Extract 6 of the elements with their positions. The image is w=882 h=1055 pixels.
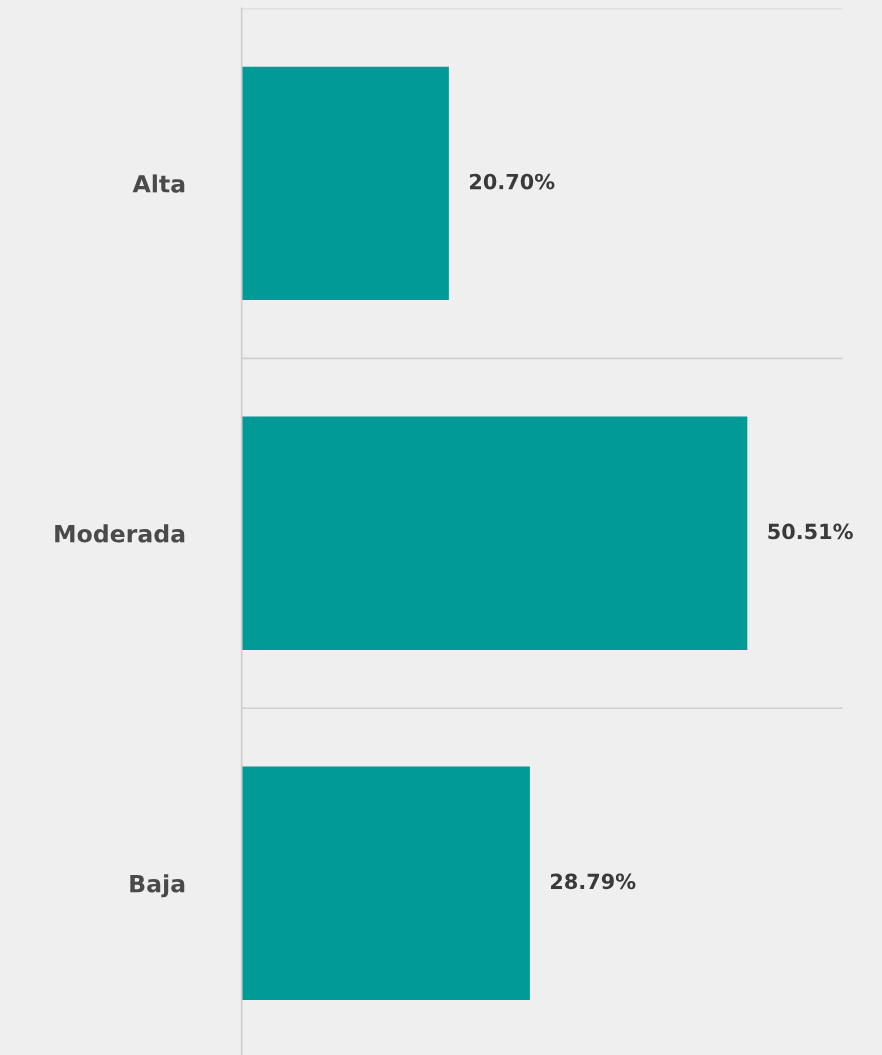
data-label: 50.51% xyxy=(768,523,853,540)
y-tick-label: Alta xyxy=(132,174,185,193)
y-tick-label: Baja xyxy=(130,874,185,898)
y-tick-label: Moderada xyxy=(55,524,185,543)
data-label: 28.79% xyxy=(550,873,636,890)
data-label: 20.70% xyxy=(469,173,555,190)
